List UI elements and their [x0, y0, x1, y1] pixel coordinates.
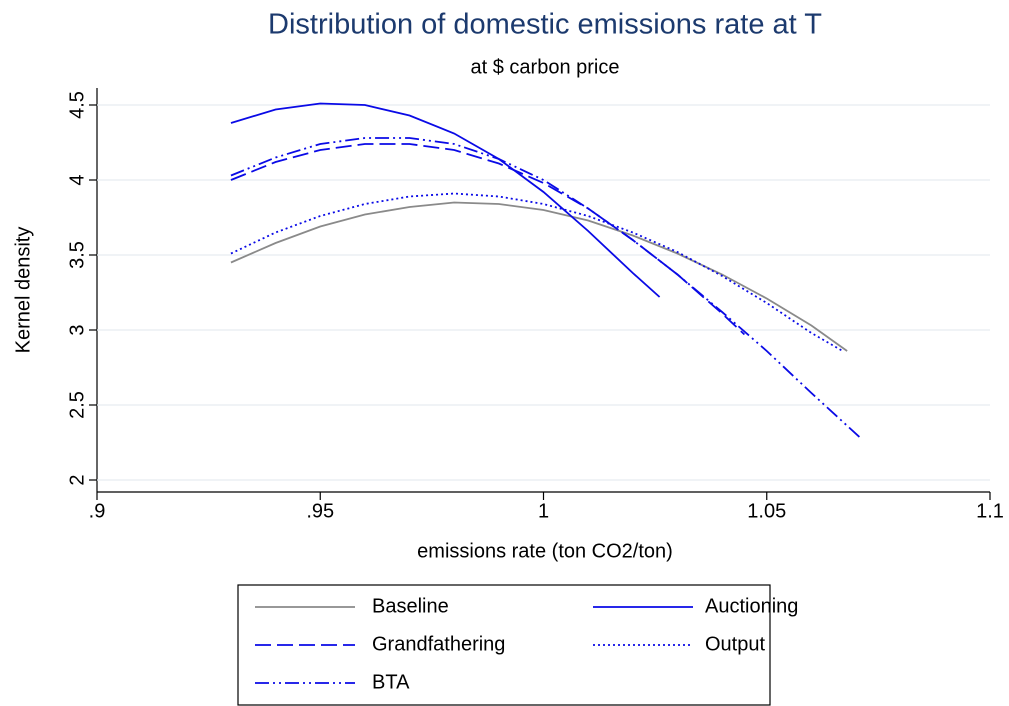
chart-title: Distribution of domestic emissions rate …: [268, 9, 822, 41]
y-tick-label: 3: [66, 324, 88, 335]
series-line: [230, 192, 844, 352]
legend-label: Output: [705, 633, 765, 655]
y-tick-label: 2: [66, 474, 88, 485]
series-line: [230, 102, 661, 298]
x-tick-label: 1.05: [747, 500, 786, 522]
x-tick-label: .95: [306, 500, 334, 522]
x-axis-title: emissions rate (ton CO2/ton): [417, 540, 673, 562]
legend-label: BTA: [372, 671, 410, 693]
y-tick-label: 2.5: [66, 391, 88, 419]
legend-label: Baseline: [372, 595, 449, 617]
x-tick-label: 1.1: [976, 500, 1004, 522]
y-tick-label: 4: [66, 174, 88, 185]
y-axis-title: Kernel density: [12, 227, 34, 354]
x-tick-label: 1: [538, 500, 549, 522]
legend-label: Grandfathering: [372, 633, 505, 655]
x-tick-label: .9: [89, 500, 106, 522]
y-tick-label: 3.5: [66, 241, 88, 269]
series-line: [230, 201, 848, 352]
legend-label: Auctioning: [705, 595, 798, 617]
chart-subtitle: at $ carbon price: [471, 56, 620, 78]
y-tick-label: 4.5: [66, 91, 88, 119]
series-line: [230, 137, 862, 439]
series-line: [230, 143, 746, 336]
